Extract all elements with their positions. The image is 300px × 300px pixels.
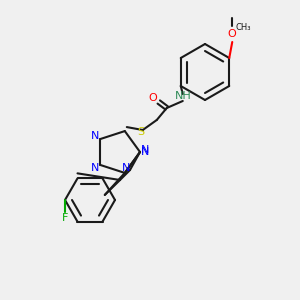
Text: O: O [228, 29, 237, 39]
Text: N: N [91, 163, 99, 173]
Text: F: F [62, 213, 68, 223]
Text: CH₃: CH₃ [236, 23, 251, 32]
Text: NH: NH [174, 91, 191, 101]
Text: N: N [141, 145, 149, 155]
Text: O: O [148, 93, 157, 103]
Text: N: N [91, 131, 99, 141]
Text: N: N [122, 163, 130, 173]
Text: N: N [141, 147, 149, 157]
Text: S: S [137, 127, 144, 137]
